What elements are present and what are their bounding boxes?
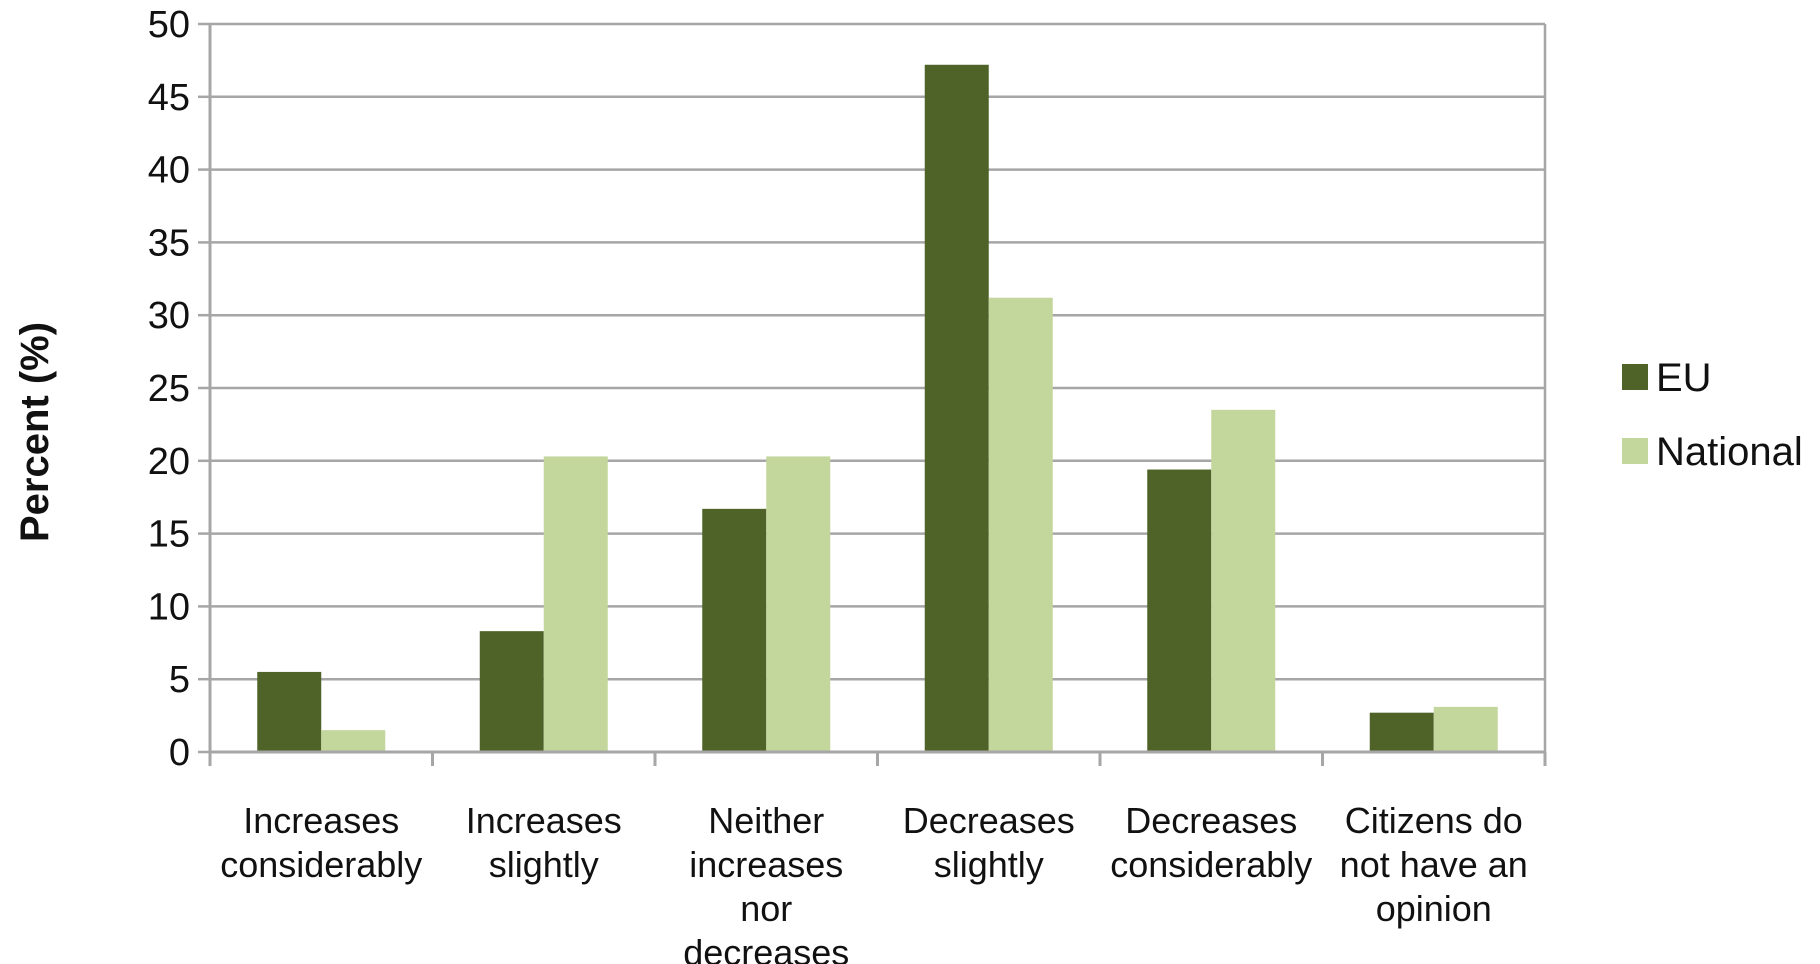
y-tick-label: 50: [148, 4, 190, 46]
bar-national-3: [988, 297, 1053, 752]
x-category-label-line: considerably: [1110, 844, 1312, 885]
y-tick-label: 5: [169, 659, 190, 701]
bar-national-2: [766, 456, 831, 752]
x-category-label: Neither increases nor decreases: [683, 800, 849, 964]
y-tick-label: 35: [148, 222, 190, 264]
legend-swatch-eu: [1622, 364, 1648, 390]
x-category-label-line: nor: [740, 888, 792, 929]
legend-label-national: National: [1656, 430, 1803, 474]
x-category-label-line: not have an: [1340, 844, 1528, 885]
x-category-label-line: Decreases: [903, 800, 1075, 841]
x-category-label-line: decreases: [683, 932, 849, 964]
x-category-label: Decreases considerably: [1110, 800, 1312, 885]
bar-eu-0: [257, 671, 322, 752]
x-category-label-line: Increases: [243, 800, 399, 841]
y-tick-label: 25: [148, 368, 190, 410]
y-tick-label: 45: [148, 77, 190, 119]
x-category-label: Increases slightly: [466, 800, 622, 885]
legend-label-eu: EU: [1656, 356, 1712, 400]
y-axis-title: Percent (%): [13, 322, 57, 542]
x-category-label: Citizens do not have an opinion: [1340, 800, 1528, 929]
y-tick-label: 30: [148, 295, 190, 337]
bar-eu-4: [1147, 469, 1212, 752]
bar-national-0: [321, 730, 386, 752]
legend: EU National: [1622, 356, 1803, 474]
bar-eu-1: [479, 631, 544, 752]
bar-eu-2: [702, 508, 767, 752]
grid-lines: [210, 22, 1547, 752]
x-category-label-line: increases: [689, 844, 843, 885]
y-tick-label: 40: [148, 150, 190, 192]
x-category-label-line: opinion: [1376, 888, 1492, 929]
y-tick-labels: 0 5 10 15 20 25 30 35 40 45 50: [148, 4, 190, 774]
x-category-label-line: slightly: [934, 844, 1044, 885]
bar-eu-5: [1369, 712, 1434, 752]
x-category-label-line: Decreases: [1125, 800, 1297, 841]
x-category-label-line: Increases: [466, 800, 622, 841]
x-category-label-line: slightly: [489, 844, 599, 885]
x-category-label-line: Citizens do: [1345, 800, 1523, 841]
x-category-label: Decreases slightly: [903, 800, 1075, 885]
y-tick-label: 0: [169, 732, 190, 774]
bar-national-1: [543, 456, 608, 752]
y-tick-label: 20: [148, 441, 190, 483]
y-tick-label: 10: [148, 586, 190, 628]
x-category-label: Increases considerably: [220, 800, 422, 885]
y-tick-label: 15: [148, 514, 190, 556]
bars: [257, 64, 1498, 752]
x-category-label-line: considerably: [220, 844, 422, 885]
legend-swatch-national: [1622, 438, 1648, 464]
bar-national-5: [1433, 706, 1498, 752]
bar-eu-3: [924, 64, 989, 752]
axes: [198, 22, 1547, 766]
x-category-label-line: Neither: [708, 800, 824, 841]
bar-national-4: [1211, 409, 1276, 752]
